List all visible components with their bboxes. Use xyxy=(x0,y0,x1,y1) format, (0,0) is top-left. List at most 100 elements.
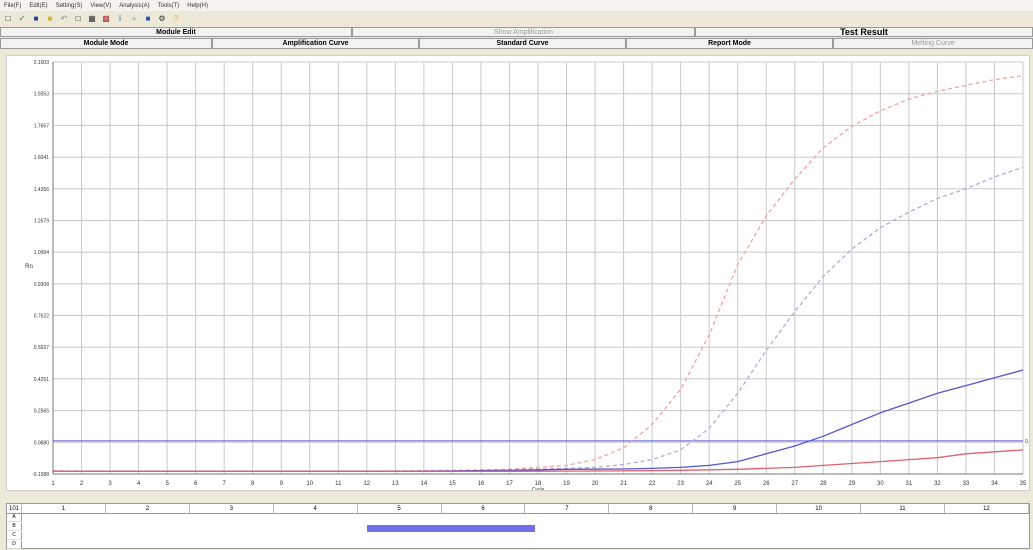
y-tick-label: 0.9308 xyxy=(34,282,50,288)
plate-grid-header: 101 1 2 3 4 5 6 7 8 9 10 11 12 xyxy=(7,504,1029,514)
y-tick-label: -0.1388 xyxy=(32,472,49,478)
x-tick-label: 3 xyxy=(108,481,112,487)
plate-column-header[interactable]: 11 xyxy=(861,504,945,513)
tab-module-mode[interactable]: Module Mode xyxy=(0,38,212,49)
y-tick-label: 1.7667 xyxy=(34,123,50,129)
tab-report-mode[interactable]: Report Mode xyxy=(626,38,833,49)
undo-icon[interactable]: ↶ xyxy=(60,14,68,23)
x-tick-label: 19 xyxy=(563,481,570,487)
x-tick-label: 13 xyxy=(392,481,399,487)
plate-column-header[interactable]: 6 xyxy=(442,504,526,513)
x-tick-label: 34 xyxy=(991,481,998,487)
tab-test-result[interactable]: Test Result xyxy=(695,27,1033,37)
menu-item-0[interactable]: File(F) xyxy=(4,2,22,9)
menu-item-6[interactable]: Help(H) xyxy=(187,2,208,9)
x-tick-label: 18 xyxy=(535,481,542,487)
top-tab-row: Module Edit Show Amplification Test Resu… xyxy=(0,27,1033,37)
check-icon[interactable]: ✓ xyxy=(18,14,26,23)
x-tick-label: 10 xyxy=(306,481,313,487)
plate-row-header[interactable]: D xyxy=(7,541,22,549)
tab-module-edit[interactable]: Module Edit xyxy=(0,27,352,37)
x-tick-label: 29 xyxy=(848,481,855,487)
x-tick-label: 15 xyxy=(449,481,456,487)
plate-column-header[interactable]: 9 xyxy=(693,504,778,513)
y-tick-label: 1.6041 xyxy=(34,155,50,161)
x-tick-label: 21 xyxy=(620,481,627,487)
new-file-icon[interactable]: □ xyxy=(5,14,11,23)
stop-icon[interactable]: ■ xyxy=(145,14,151,23)
x-tick-label: 17 xyxy=(506,481,513,487)
y-tick-label: 1.4356 xyxy=(34,187,50,193)
info-icon[interactable]: i xyxy=(119,14,121,23)
window-icon[interactable]: □ xyxy=(75,14,81,23)
threshold-label: 0.156 xyxy=(1025,439,1029,445)
y-tick-label: 0.7622 xyxy=(34,314,50,320)
plate-column-header[interactable]: 4 xyxy=(274,504,358,513)
series-line-1 xyxy=(52,75,1024,472)
x-tick-label: 35 xyxy=(1020,481,1027,487)
y-tick-label: 0.4251 xyxy=(34,377,50,383)
tab-standard-curve[interactable]: Standard Curve xyxy=(419,38,626,49)
x-tick-label: 6 xyxy=(194,481,198,487)
menu-item-3[interactable]: View(V) xyxy=(90,2,112,9)
menu-item-5[interactable]: Tools(T) xyxy=(157,2,180,9)
x-tick-label: 28 xyxy=(820,481,827,487)
plate-column-header[interactable]: 12 xyxy=(945,504,1029,513)
plate-column-header[interactable]: 3 xyxy=(190,504,274,513)
x-tick-label: 4 xyxy=(137,481,141,487)
x-tick-label: 30 xyxy=(877,481,884,487)
save-icon[interactable]: ■ xyxy=(33,14,39,23)
record-icon[interactable]: ● xyxy=(131,14,137,23)
menu-item-2[interactable]: Setting(S) xyxy=(55,2,83,9)
menu-item-4[interactable]: Analysis(A) xyxy=(119,2,150,9)
tab-melting-curve[interactable]: Melting Curve xyxy=(833,38,1033,49)
plate-column-header[interactable]: 10 xyxy=(777,504,862,513)
x-tick-label: 22 xyxy=(649,481,656,487)
settings-icon[interactable]: ⚙ xyxy=(158,14,166,23)
y-tick-label: 0.0880 xyxy=(34,440,50,446)
x-tick-label: 26 xyxy=(763,481,770,487)
x-tick-label: 12 xyxy=(363,481,370,487)
x-tick-label: 11 xyxy=(335,481,342,487)
amplification-chart-svg: 1 2 3 4 5 6 7 8 9 10 11 12 13 14 15 16 17 18 19 20 21 22 23 24 2… xyxy=(25,60,1033,493)
x-tick-label: 33 xyxy=(963,481,970,487)
selected-wells-highlight[interactable] xyxy=(367,525,535,532)
help-icon[interactable]: ? xyxy=(173,14,179,23)
y-tick-label: 1.9353 xyxy=(34,92,50,98)
plate-column-header[interactable]: 1 xyxy=(22,504,106,513)
folder-icon[interactable]: ■ xyxy=(47,14,53,23)
sub-tab-row: Module Mode Amplification Curve Standard… xyxy=(0,38,1033,49)
x-tick-label: 1 xyxy=(51,481,55,487)
y-tick-label: 0.5937 xyxy=(34,345,50,351)
plate-column-header[interactable]: 8 xyxy=(609,504,694,513)
print-icon[interactable]: ▦ xyxy=(88,14,96,23)
plate-column-header[interactable]: 2 xyxy=(106,504,190,513)
x-tick-label: 7 xyxy=(223,481,227,487)
x-tick-label: 14 xyxy=(421,481,428,487)
x-tick-label: 32 xyxy=(934,481,941,487)
tab-show-amplification[interactable]: Show Amplification xyxy=(352,27,695,37)
x-tick-label: 27 xyxy=(791,481,798,487)
chart-icon[interactable]: ▩ xyxy=(102,14,110,23)
toolbar: □ ✓ ■ ■ ↶ □ ▦ ▩ i ● ■ ⚙ ? xyxy=(0,11,1033,27)
plate-row-header[interactable]: C xyxy=(7,532,22,540)
y-tick-label: 1.0994 xyxy=(34,250,50,256)
plate-row-header[interactable]: B xyxy=(7,523,22,531)
x-tick-label: 16 xyxy=(478,481,485,487)
y-tick-label: 0.2565 xyxy=(34,409,50,415)
series-line-4 xyxy=(52,449,1024,472)
tab-amplification-curve[interactable]: Amplification Curve xyxy=(212,38,419,49)
x-tick-label: 31 xyxy=(906,481,913,487)
x-tick-label: 9 xyxy=(280,481,284,487)
plate-column-header[interactable]: 5 xyxy=(358,504,442,513)
x-tick-label: 5 xyxy=(165,481,169,487)
x-axis-label: Cycle xyxy=(532,487,545,490)
plate-grid-corner: 101 xyxy=(7,504,22,513)
y-tick-label: 1.2679 xyxy=(34,218,50,224)
amplification-chart: 1 2 3 4 5 6 7 8 9 10 11 12 13 14 15 16 17 18 19 20 21 22 23 24 2… xyxy=(6,55,1033,493)
menu-item-1[interactable]: Edit(E) xyxy=(29,2,48,9)
x-tick-label: 24 xyxy=(706,481,713,487)
plate-row-header[interactable]: A xyxy=(7,514,22,522)
plate-column-header[interactable]: 7 xyxy=(525,504,610,513)
